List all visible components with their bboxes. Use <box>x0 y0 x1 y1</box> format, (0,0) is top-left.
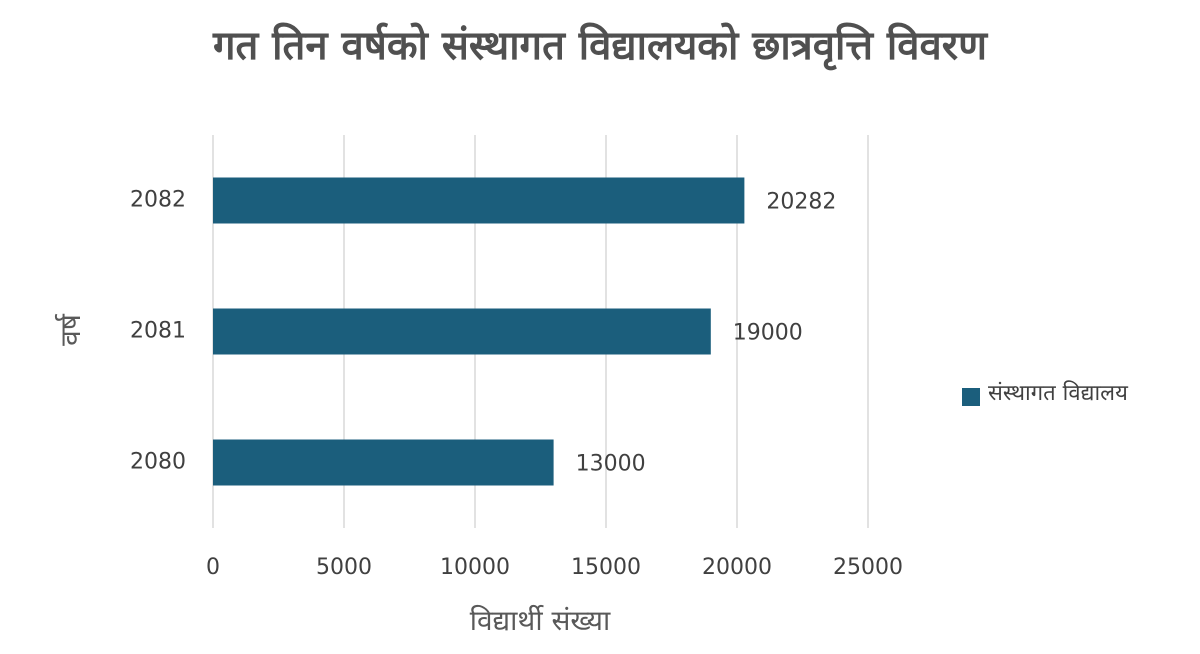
bar <box>213 439 554 486</box>
x-tick-label: 20000 <box>702 555 772 580</box>
x-tick-label: 25000 <box>833 555 903 580</box>
x-tick-label: 5000 <box>316 555 372 580</box>
bar <box>213 177 745 224</box>
y-tick-label: 2080 <box>130 450 186 475</box>
y-axis-title: वर्ष <box>54 313 87 346</box>
chart-title: गत तिन वर्षको संस्थागत विद्यालयको छात्रव… <box>212 22 989 71</box>
x-axis-title: विद्यार्थी संख्या <box>470 604 611 637</box>
y-tick-label: 2082 <box>130 188 186 213</box>
legend-label: संस्थागत विद्यालय <box>988 380 1129 406</box>
x-tick-label: 0 <box>206 555 220 580</box>
legend-swatch <box>962 388 980 406</box>
data-label: 13000 <box>576 452 646 477</box>
data-label: 20282 <box>766 190 836 215</box>
y-tick-label: 2081 <box>130 319 186 344</box>
data-label: 19000 <box>733 321 803 346</box>
x-tick-label: 15000 <box>571 555 641 580</box>
bar <box>213 308 711 355</box>
x-tick-label: 10000 <box>440 555 510 580</box>
